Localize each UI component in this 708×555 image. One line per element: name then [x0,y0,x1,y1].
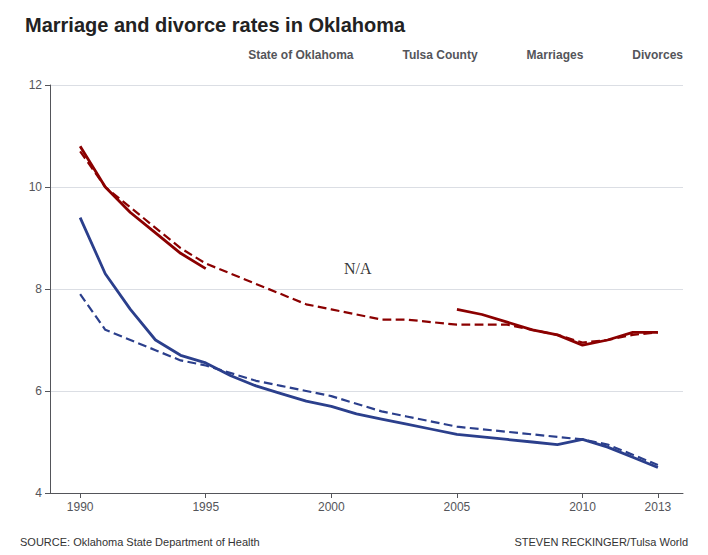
svg-text:Tulsa County: Tulsa County [402,48,477,62]
svg-text:N/A: N/A [344,260,372,277]
svg-text:SOURCE: Oklahoma State Departm: SOURCE: Oklahoma State Department of Hea… [20,536,260,548]
svg-text:10: 10 [29,180,43,194]
svg-text:4: 4 [35,486,42,500]
svg-text:State of Oklahoma: State of Oklahoma [248,48,354,62]
svg-text:12: 12 [29,78,43,92]
svg-text:2010: 2010 [569,500,596,514]
svg-text:STEVEN RECKINGER/Tulsa World: STEVEN RECKINGER/Tulsa World [514,536,688,548]
svg-text:6: 6 [35,384,42,398]
svg-text:1990: 1990 [67,500,94,514]
svg-text:2013: 2013 [645,500,672,514]
svg-text:Divorces: Divorces [632,48,683,62]
svg-text:1995: 1995 [192,500,219,514]
svg-text:8: 8 [35,282,42,296]
svg-text:Marriages: Marriages [527,48,584,62]
svg-text:Marriage and divorce rates in: Marriage and divorce rates in Oklahoma [25,14,406,36]
svg-text:2005: 2005 [444,500,471,514]
svg-text:2000: 2000 [318,500,345,514]
